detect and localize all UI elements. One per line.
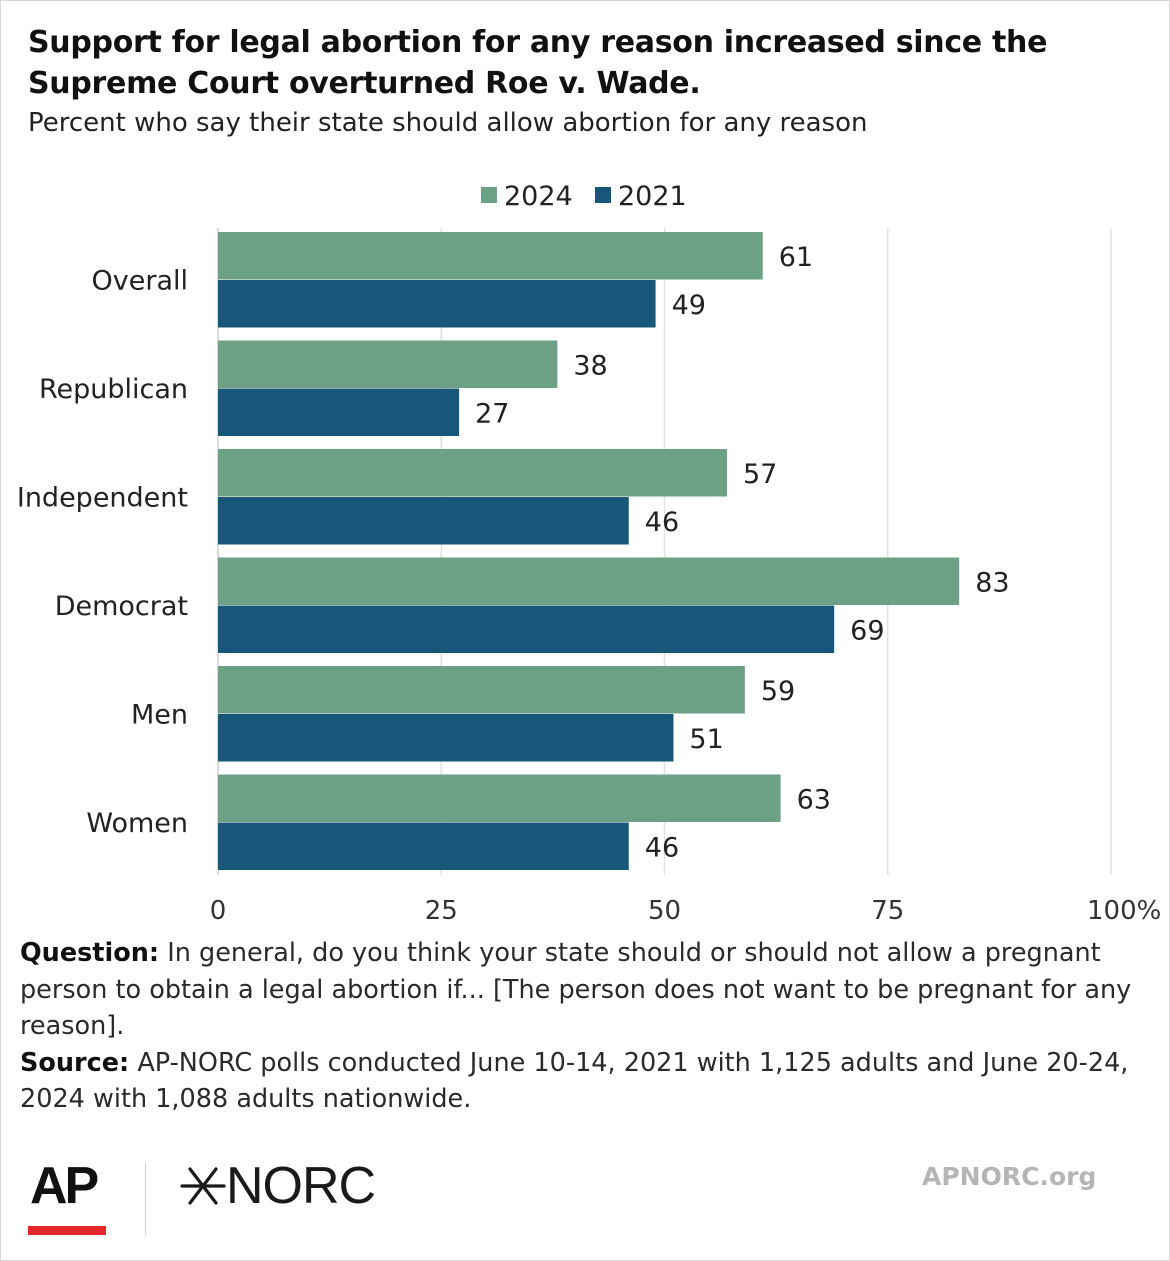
data-label: 38 [573,350,607,381]
source-note: Source: AP-NORC polls conducted June 10-… [20,1045,1150,1118]
data-label: 69 [850,615,884,646]
category-labels: Overall Republican Independent Democrat Men W… [17,266,188,840]
bar [218,340,558,388]
data-label: 57 [743,459,777,490]
category-label: Democrat [55,591,188,622]
bar [218,388,460,436]
category-label: Women [86,808,188,839]
logo-divider [145,1163,146,1235]
x-tick-label: 25 [425,896,458,926]
bar [218,822,629,870]
chart-legend: 2024 2021 [481,181,687,212]
bar [218,774,781,822]
data-label: 51 [689,724,723,755]
bar [218,666,745,714]
data-label: 59 [761,676,795,707]
question-text: In general, do you think your state shou… [20,938,1132,1041]
bar [218,280,656,328]
ap-logo-accent [28,1226,106,1235]
chart-title: Support for legal abortion for any reaso… [28,25,1048,101]
category-label: Independent [17,483,188,514]
data-label: 27 [475,398,509,429]
question-label: Question: [20,938,160,968]
data-label: 46 [645,507,679,538]
legend-label: 2021 [618,181,687,212]
category-label: Republican [39,374,188,405]
chart-bars: 61 49 38 27 57 46 83 69 59 51 63 46 [218,232,1010,870]
bar [218,714,674,762]
x-tick-label: 100% [1087,896,1161,926]
chart-notes: Question: In general, do you think your … [20,935,1150,1118]
ap-logo: AP [30,1157,99,1215]
norc-logo: NORC [180,1156,376,1216]
legend-swatch [481,187,497,203]
data-label: 49 [672,290,706,321]
norc-logo-text: NORC [226,1157,376,1215]
bar [218,605,835,653]
x-tick-label: 50 [648,896,681,926]
data-label: 46 [645,832,679,863]
source-text: AP-NORC polls conducted June 10-14, 2021… [20,1047,1129,1115]
bar [218,449,728,497]
chart-subtitle: Percent who say their state should allow… [28,108,868,138]
bar [218,557,960,605]
x-axis-ticks: 0 25 50 75 100% [210,896,1162,926]
question-note: Question: In general, do you think your … [20,935,1150,1045]
bar [218,232,763,280]
data-label: 83 [975,567,1009,598]
site-link[interactable]: APNORC.org [922,1162,1097,1191]
legend-label: 2024 [504,181,573,212]
x-tick-label: 75 [871,896,904,926]
x-tick-label: 0 [210,896,227,926]
data-label: 63 [797,784,831,815]
source-label: Source: [20,1047,130,1078]
bar [218,497,629,545]
bar-chart: 2024 2021 61 49 38 27 57 46 83 69 59 51 63 46 Overal… [17,181,1162,926]
asterisk-icon [180,1167,226,1205]
legend-swatch [595,187,611,203]
data-label: 61 [779,242,813,273]
chart-gridlines [217,228,1112,875]
category-label: Overall [92,266,189,297]
category-label: Men [131,700,188,731]
